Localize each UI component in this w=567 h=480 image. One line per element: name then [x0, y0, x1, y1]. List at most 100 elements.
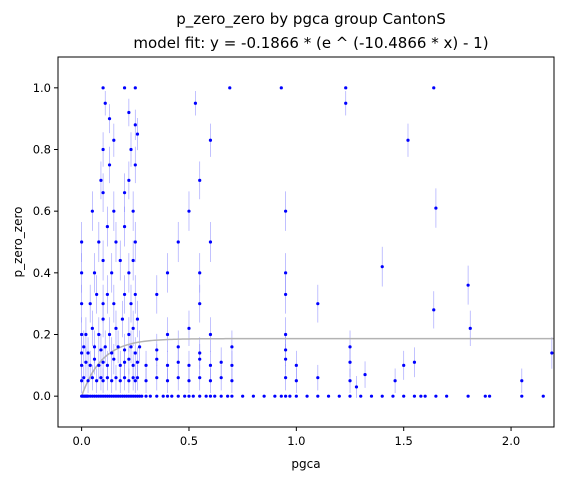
- scatter-point: [91, 376, 94, 379]
- x-tick-label: 0.0: [72, 434, 90, 448]
- x-tick-label: 1.0: [287, 434, 305, 448]
- scatter-point: [136, 317, 139, 320]
- scatter-point: [82, 345, 85, 348]
- scatter-point: [363, 373, 366, 376]
- scatter-point: [550, 351, 553, 354]
- scatter-point: [198, 179, 201, 182]
- scatter-point: [101, 86, 104, 89]
- scatter-point: [295, 395, 298, 398]
- scatter-point: [134, 379, 137, 382]
- scatter-point: [355, 385, 358, 388]
- scatter-point: [134, 351, 137, 354]
- scatter-point: [101, 302, 104, 305]
- scatter-point: [187, 364, 190, 367]
- x-tick-label: 0.5: [180, 434, 198, 448]
- scatter-point: [226, 395, 229, 398]
- scatter-point: [106, 364, 109, 367]
- scatter-point: [93, 345, 96, 348]
- scatter-point: [187, 327, 190, 330]
- scatter-point: [166, 364, 169, 367]
- scatter-point: [134, 240, 137, 243]
- scatter-point: [127, 179, 130, 182]
- scatter-point: [166, 379, 169, 382]
- scatter-point: [101, 379, 104, 382]
- scatter-point: [467, 395, 470, 398]
- scatter-point: [183, 395, 186, 398]
- scatter-point: [121, 317, 124, 320]
- scatter-point: [114, 327, 117, 330]
- scatter-point: [434, 395, 437, 398]
- scatter-point: [134, 163, 137, 166]
- scatter-point: [80, 379, 83, 382]
- scatter-point: [134, 86, 137, 89]
- scatter-point: [104, 345, 107, 348]
- y-tick-label: 0.8: [33, 143, 51, 157]
- scatter-point: [284, 210, 287, 213]
- scatter-point: [112, 139, 115, 142]
- scatter-point: [177, 395, 180, 398]
- scatter-point: [119, 379, 122, 382]
- scatter-point: [123, 361, 126, 364]
- scatter-point: [230, 379, 233, 382]
- chart-subtitle: model fit: y = -0.1866 * (e ^ (-10.4866 …: [133, 34, 488, 52]
- scatter-point: [129, 345, 132, 348]
- scatter-point: [93, 358, 96, 361]
- scatter-point: [123, 86, 126, 89]
- scatter-point: [108, 163, 111, 166]
- scatter-point: [194, 102, 197, 105]
- scatter-point: [114, 376, 117, 379]
- scatter-point: [284, 348, 287, 351]
- scatter-point: [95, 379, 98, 382]
- scatter-point: [316, 395, 319, 398]
- scatter-point: [123, 225, 126, 228]
- scatter-point: [348, 379, 351, 382]
- scatter-point: [119, 259, 122, 262]
- scatter-point: [284, 358, 287, 361]
- scatter-point: [123, 376, 126, 379]
- scatter-point: [106, 376, 109, 379]
- scatter-point: [155, 348, 158, 351]
- scatter-point: [402, 395, 405, 398]
- scatter-point: [134, 293, 137, 296]
- scatter-point: [520, 379, 523, 382]
- scatter-point: [86, 379, 89, 382]
- scatter-point: [123, 348, 126, 351]
- scatter-point: [138, 345, 141, 348]
- y-axis: 0.0 0.2 0.4 0.6 0.8 1.0: [33, 81, 58, 403]
- scatter-point: [127, 111, 130, 114]
- scatter-point: [155, 358, 158, 361]
- scatter-point: [198, 395, 201, 398]
- scatter-point: [97, 333, 100, 336]
- scatter-point: [434, 206, 437, 209]
- scatter-point: [144, 395, 147, 398]
- scatter-point: [166, 271, 169, 274]
- scatter-point: [467, 284, 470, 287]
- scatter-point: [97, 364, 100, 367]
- chart-title: p_zero_zero by pgca group CantonS: [176, 10, 446, 29]
- scatter-point: [127, 271, 130, 274]
- scatter-point: [295, 364, 298, 367]
- scatter-point: [101, 191, 104, 194]
- scatter-point: [209, 364, 212, 367]
- scatter-point: [101, 259, 104, 262]
- scatter-point: [106, 225, 109, 228]
- y-axis-label: p_zero_zero: [11, 206, 25, 277]
- scatter-point: [359, 395, 362, 398]
- scatter-point: [284, 271, 287, 274]
- scatter-point: [370, 395, 373, 398]
- x-tick-label: 1.5: [395, 434, 413, 448]
- scatter-point: [140, 395, 143, 398]
- scatter-point: [520, 395, 523, 398]
- scatter-point: [198, 302, 201, 305]
- scatter-point: [445, 395, 448, 398]
- scatter-point: [209, 139, 212, 142]
- scatter-point: [177, 376, 180, 379]
- scatter-point: [108, 117, 111, 120]
- y-tick-label: 0.2: [33, 328, 51, 342]
- scatter-point: [170, 395, 173, 398]
- scatter-point: [187, 210, 190, 213]
- scatter-point: [110, 271, 113, 274]
- scatter-point: [432, 86, 435, 89]
- y-tick-label: 0.4: [33, 266, 51, 280]
